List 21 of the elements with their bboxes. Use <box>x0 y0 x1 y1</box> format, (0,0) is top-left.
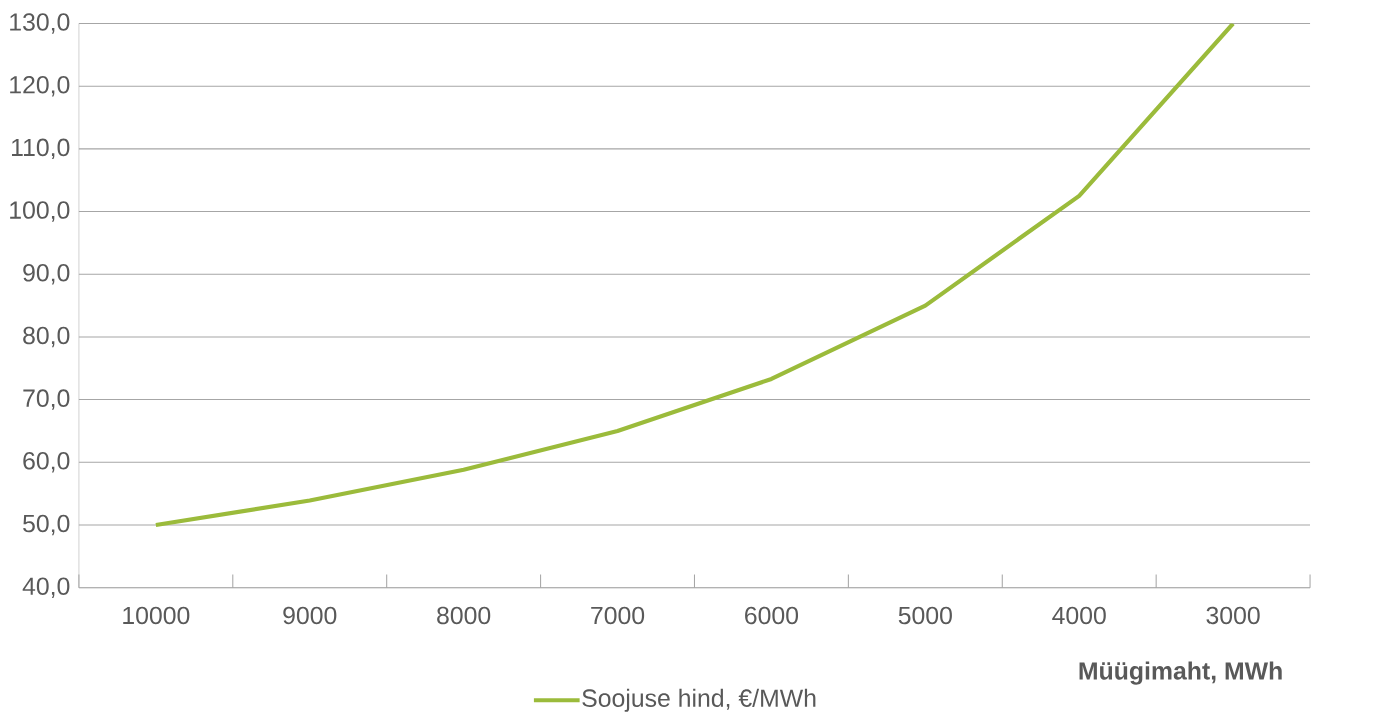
x-tick-label: 10000 <box>123 606 190 625</box>
y-tick-label: 50,0 <box>23 514 70 536</box>
y-tick-label: 120,0 <box>10 75 70 97</box>
x-tick-label: 8000 <box>437 606 491 625</box>
y-tick-label: 100,0 <box>10 201 70 222</box>
line-series <box>153 23 1236 528</box>
x-tick-label: 5000 <box>898 606 952 625</box>
x-tick-label: 4000 <box>1052 606 1106 625</box>
y-tick-label: 90,0 <box>23 264 70 285</box>
y-tick-label: 70,0 <box>23 389 70 410</box>
y-tick-label: 40,0 <box>22 577 70 598</box>
x-tick-label: 7000 <box>591 606 645 625</box>
x-tick-label: 3000 <box>1206 606 1260 625</box>
y-tick-label: 80,0 <box>23 326 70 348</box>
x-axis-title: Müügimaht, MWh <box>1079 661 1282 685</box>
y-tick-label: 110,0 <box>12 138 70 160</box>
y-tick-label: 60,0 <box>23 452 70 473</box>
legend-label: Soojuse hind, €/MWh <box>582 688 816 712</box>
x-tick-label: 9000 <box>283 606 337 625</box>
x-tick-label: 6000 <box>745 606 799 625</box>
y-tick-label: 130,0 <box>10 13 70 34</box>
